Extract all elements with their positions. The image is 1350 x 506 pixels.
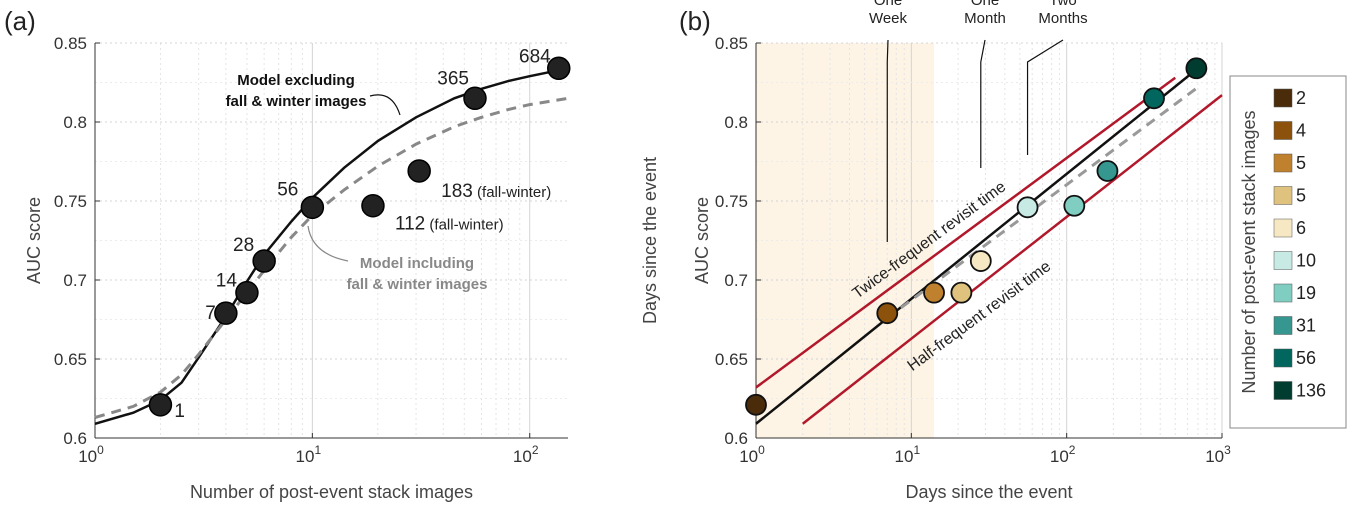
model-excluding-label-line2: fall & winter images xyxy=(226,93,367,110)
panel-a-y-axis-label: AUC score xyxy=(24,197,44,284)
window-label-line2: Month xyxy=(964,10,1006,27)
panel-a-y-tick-label: 0.6 xyxy=(63,429,87,448)
panel-a-x-tick-label: 100 xyxy=(78,443,104,466)
panel-b-x-tick-label: 101 xyxy=(895,443,921,466)
legend-label: 5 xyxy=(1296,153,1306,173)
legend-label: 19 xyxy=(1296,283,1316,303)
legend-label: 5 xyxy=(1296,186,1306,206)
panel-b-outer-y-axis-label: Days since the event xyxy=(640,157,660,324)
legend-swatch xyxy=(1273,121,1293,140)
data-point xyxy=(407,159,431,183)
legend-label: 2 xyxy=(1296,88,1306,108)
panel-a-y-tick-label: 0.8 xyxy=(63,113,87,132)
data-point xyxy=(252,249,276,273)
point-label: 56 xyxy=(277,179,298,200)
window-label-line2: Week xyxy=(869,10,908,27)
window-label-line1: One xyxy=(874,0,902,9)
legend-title: Number of post-event stack images xyxy=(1239,110,1259,393)
data-point xyxy=(876,302,899,325)
panel-a-y-tick-label: 0.65 xyxy=(54,350,87,369)
legend-label: 56 xyxy=(1296,348,1316,368)
window-label-line1: Two xyxy=(1049,0,1077,9)
data-point xyxy=(745,393,767,416)
panel-a-x-tick-label: 102 xyxy=(513,443,539,466)
model-excluding-leader xyxy=(369,94,401,116)
legend-swatch xyxy=(1273,153,1293,173)
window-pointer-line xyxy=(1026,39,1064,155)
legend-swatch xyxy=(1273,348,1293,368)
legend-label: 4 xyxy=(1296,121,1306,141)
legend-label: 31 xyxy=(1296,316,1316,336)
legend-swatch xyxy=(1273,186,1293,205)
panel-b-y-tick-label: 0.6 xyxy=(724,429,748,448)
panel-b-label: (b) xyxy=(679,6,711,36)
panel-b-y-tick-label: 0.85 xyxy=(715,34,748,53)
data-point xyxy=(1063,194,1086,217)
legend-swatch xyxy=(1273,316,1293,335)
data-point xyxy=(547,56,571,81)
data-point xyxy=(1185,57,1208,80)
data-point xyxy=(235,280,259,305)
data-point xyxy=(923,281,945,304)
data-point xyxy=(950,281,973,304)
panel-a-x-axis-label: Number of post-event stack images xyxy=(190,482,473,502)
data-point xyxy=(214,301,238,325)
half-frequent-line xyxy=(801,94,1223,425)
data-point xyxy=(463,86,487,111)
panel-a-y-tick-label: 0.85 xyxy=(54,34,87,53)
legend-swatch xyxy=(1273,88,1293,108)
model-including-label-line1: Model including xyxy=(360,255,474,272)
legend-label: 10 xyxy=(1296,251,1316,271)
point-label: 28 xyxy=(233,235,254,256)
point-label: 7 xyxy=(205,303,216,324)
legend-label: 136 xyxy=(1296,381,1326,401)
fit-line xyxy=(755,67,1199,425)
point-label: 365 xyxy=(437,68,469,89)
model-including-label-line2: fall & winter images xyxy=(347,276,488,293)
twice-frequent-line xyxy=(755,76,1176,389)
model-excluding-label-line1: Model excluding xyxy=(237,72,355,89)
model-including-leader xyxy=(307,225,349,262)
data-point xyxy=(1016,196,1039,219)
data-point xyxy=(1143,87,1165,110)
panel-b-x-axis-label: Days since the event xyxy=(905,482,1072,502)
point-label: 684 xyxy=(519,46,551,67)
legend-swatch xyxy=(1273,381,1293,400)
data-point xyxy=(148,393,173,417)
data-point xyxy=(969,250,992,272)
data-point xyxy=(300,195,325,220)
window-label-line2: Months xyxy=(1038,10,1087,27)
legend-swatch xyxy=(1273,218,1293,238)
point-label: 1 xyxy=(174,401,185,422)
panel-a-y-tick-label: 0.75 xyxy=(54,192,87,211)
panel-a-label: (a) xyxy=(4,6,36,36)
point-label: 183 (fall-winter) xyxy=(441,181,551,202)
point-label: 112 (fall-winter) xyxy=(395,214,504,235)
panel-b-y-tick-label: 0.75 xyxy=(715,192,748,211)
panel-b-y-axis-label: AUC score xyxy=(692,197,712,284)
panel-b-y-tick-label: 0.8 xyxy=(724,113,748,132)
data-point xyxy=(361,193,385,218)
data-point xyxy=(1096,160,1119,182)
window-pointer-line xyxy=(886,39,889,242)
panel-b-x-tick-label: 102 xyxy=(1050,443,1076,466)
panel-b-y-tick-label: 0.7 xyxy=(724,271,748,290)
panel-b-x-tick-label: 100 xyxy=(739,443,765,466)
panel-a-x-tick-label: 101 xyxy=(296,443,322,466)
window-label-line1: One xyxy=(971,0,999,9)
model-including-line xyxy=(94,96,569,419)
legend-swatch xyxy=(1273,283,1293,303)
panel-b-y-tick-label: 0.65 xyxy=(715,350,748,369)
window-pointer-line xyxy=(980,39,986,168)
panel-b-x-tick-label: 103 xyxy=(1205,443,1231,466)
panel-a: 0.6 0.65 0.7 0.75 0.8 0.85 100 101 102 1 714 28 56 11… xyxy=(24,34,571,502)
point-label: 14 xyxy=(216,271,238,292)
legend-swatch xyxy=(1273,251,1293,270)
legend-label: 6 xyxy=(1296,218,1306,238)
dashed-model-line xyxy=(886,86,1199,320)
panel-a-y-tick-label: 0.7 xyxy=(63,271,87,290)
